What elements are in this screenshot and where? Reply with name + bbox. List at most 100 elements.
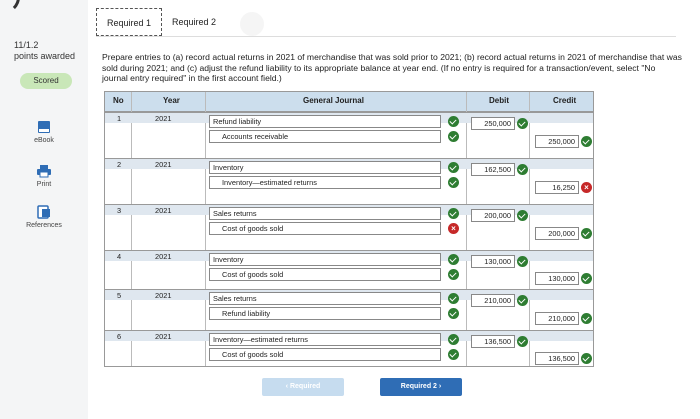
credit-account-field[interactable]: Inventory—estimated returns bbox=[209, 176, 441, 189]
check-icon bbox=[581, 353, 592, 364]
references-button[interactable]: References bbox=[10, 205, 78, 229]
entry-no: 2 bbox=[117, 160, 122, 169]
references-label: References bbox=[26, 222, 62, 229]
credit-amount-field[interactable]: 16,250 bbox=[535, 181, 579, 194]
print-button[interactable]: Print bbox=[10, 164, 78, 188]
debit-amount-field[interactable]: 210,000 bbox=[471, 294, 515, 307]
journal-entry-1: 1 2021 Refund liability Accounts receiva… bbox=[105, 112, 593, 158]
credit-amount-field[interactable]: 136,500 bbox=[535, 352, 579, 365]
entry-year[interactable]: 2021 bbox=[155, 291, 172, 300]
credit-account-field[interactable]: Cost of goods sold bbox=[209, 222, 441, 235]
col-divider bbox=[205, 92, 206, 366]
check-icon bbox=[517, 210, 528, 221]
col-divider bbox=[131, 92, 132, 366]
check-icon bbox=[581, 136, 592, 147]
entry-no: 1 bbox=[117, 114, 122, 123]
debit-account-field[interactable]: Sales returns bbox=[209, 207, 441, 220]
debit-account-field[interactable]: Inventory bbox=[209, 253, 441, 266]
entry-no: 4 bbox=[117, 252, 122, 261]
check-icon bbox=[517, 118, 528, 129]
scored-badge: Scored bbox=[20, 73, 72, 89]
debit-account-field[interactable]: Inventory—estimated returns bbox=[209, 333, 441, 346]
entry-year[interactable]: 2021 bbox=[155, 114, 172, 123]
debit-amount-field[interactable]: 250,000 bbox=[471, 117, 515, 130]
debit-amount-field[interactable]: 162,500 bbox=[471, 163, 515, 176]
check-icon bbox=[448, 131, 459, 142]
prev-required-button[interactable]: ‹ Required bbox=[262, 378, 344, 396]
credit-amount-field[interactable]: 130,000 bbox=[535, 272, 579, 285]
debit-amount-field[interactable]: 130,000 bbox=[471, 255, 515, 268]
general-journal-table: No Year General Journal Debit Credit 1 2… bbox=[104, 91, 594, 367]
check-icon bbox=[448, 293, 459, 304]
timer-arc-icon bbox=[0, 0, 20, 14]
error-x-icon: × bbox=[448, 223, 459, 234]
check-icon bbox=[517, 295, 528, 306]
credit-amount-field[interactable]: 250,000 bbox=[535, 135, 579, 148]
entry-no: 6 bbox=[117, 332, 122, 341]
entry-year[interactable]: 2021 bbox=[155, 160, 172, 169]
error-x-icon: × bbox=[581, 182, 592, 193]
check-icon bbox=[448, 208, 459, 219]
journal-entry-3: 3 2021 Sales returns Cost of goods sold … bbox=[105, 204, 593, 250]
debit-amount-field[interactable]: 200,000 bbox=[471, 209, 515, 222]
journal-header: No Year General Journal Debit Credit bbox=[105, 92, 593, 112]
chevron-right-icon: › bbox=[436, 383, 442, 390]
check-icon bbox=[581, 228, 592, 239]
check-icon bbox=[448, 349, 459, 360]
tab-divider bbox=[96, 36, 676, 37]
references-icon bbox=[37, 205, 50, 219]
next-button-label: Required 2 bbox=[400, 383, 437, 390]
next-required-2-button[interactable]: Required 2 › bbox=[380, 378, 462, 396]
check-icon bbox=[581, 313, 592, 324]
debit-account-field[interactable]: Refund liability bbox=[209, 115, 441, 128]
tab-bar: Required 1 Required 2 bbox=[96, 8, 226, 36]
journal-entry-5: 5 2021 Sales returns Refund liability 21… bbox=[105, 289, 593, 330]
debit-account-field[interactable]: Sales returns bbox=[209, 292, 441, 305]
credit-account-field[interactable]: Refund liability bbox=[209, 307, 441, 320]
check-icon bbox=[448, 308, 459, 319]
entry-year[interactable]: 2021 bbox=[155, 206, 172, 215]
tab-required-2[interactable]: Required 2 bbox=[172, 17, 217, 27]
header-general-journal: General Journal bbox=[303, 96, 364, 105]
credit-amount-field[interactable]: 200,000 bbox=[535, 227, 579, 240]
header-no: No bbox=[113, 96, 124, 105]
prev-button-label: Required bbox=[289, 383, 321, 390]
journal-entry-6: 6 2021 Inventory—estimated returns Cost … bbox=[105, 330, 593, 368]
entry-year[interactable]: 2021 bbox=[155, 252, 172, 261]
col-divider bbox=[529, 92, 530, 366]
credit-account-field[interactable]: Cost of goods sold bbox=[209, 268, 441, 281]
check-icon bbox=[448, 162, 459, 173]
check-icon bbox=[448, 269, 459, 280]
decorative-watermark bbox=[240, 12, 264, 36]
score-label: points awarded bbox=[14, 51, 76, 61]
header-year: Year bbox=[163, 96, 180, 105]
chevron-left-icon: ‹ bbox=[285, 383, 290, 390]
check-icon bbox=[448, 177, 459, 188]
check-icon bbox=[581, 273, 592, 284]
credit-amount-field[interactable]: 210,000 bbox=[535, 312, 579, 325]
check-icon bbox=[517, 164, 528, 175]
entry-year[interactable]: 2021 bbox=[155, 332, 172, 341]
debit-amount-field[interactable]: 136,500 bbox=[471, 335, 515, 348]
col-divider bbox=[466, 92, 467, 366]
instructions-text: Prepare entries to (a) record actual ret… bbox=[102, 52, 682, 83]
tab-required-1[interactable]: Required 1 bbox=[96, 8, 163, 36]
left-rail: 11/1.2 points awarded Scored eBook Print… bbox=[0, 0, 88, 419]
header-credit: Credit bbox=[553, 96, 577, 105]
entry-no: 5 bbox=[117, 291, 122, 300]
score-info: 11/1.2 points awarded bbox=[14, 40, 75, 62]
book-icon bbox=[38, 121, 50, 133]
check-icon bbox=[448, 334, 459, 345]
printer-icon bbox=[37, 165, 51, 178]
ebook-button[interactable]: eBook bbox=[10, 120, 78, 144]
credit-account-field[interactable]: Cost of goods sold bbox=[209, 348, 441, 361]
check-icon bbox=[517, 256, 528, 267]
journal-entry-2: 2 2021 Inventory Inventory—estimated ret… bbox=[105, 158, 593, 204]
check-icon bbox=[517, 336, 528, 347]
credit-account-field[interactable]: Accounts receivable bbox=[209, 130, 441, 143]
header-debit: Debit bbox=[489, 96, 509, 105]
debit-account-field[interactable]: Inventory bbox=[209, 161, 441, 174]
journal-entry-4: 4 2021 Inventory Cost of goods sold 130,… bbox=[105, 250, 593, 289]
check-icon bbox=[448, 254, 459, 265]
ebook-label: eBook bbox=[34, 137, 54, 144]
